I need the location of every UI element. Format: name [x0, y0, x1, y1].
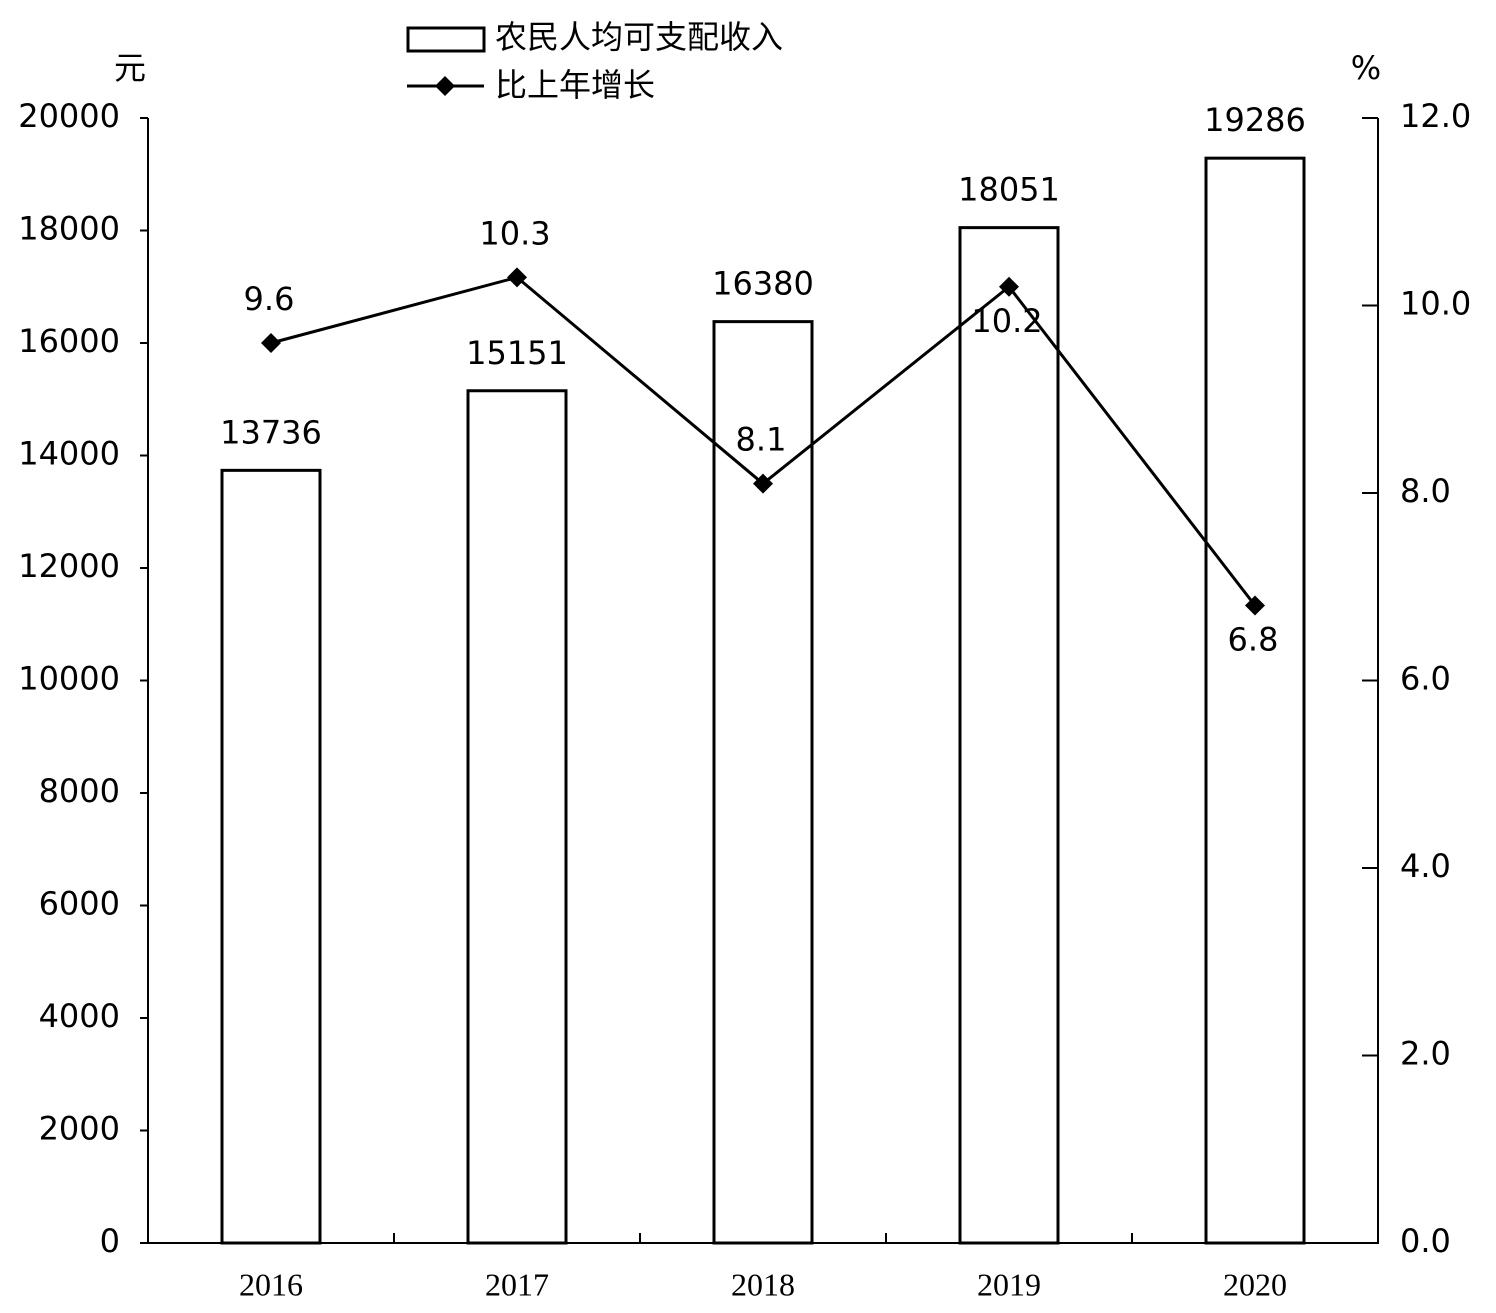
legend-marker	[435, 76, 455, 96]
bar	[466, 389, 568, 1245]
bar	[220, 468, 322, 1245]
y-tick-label: 0	[100, 1222, 120, 1260]
bar	[1204, 156, 1306, 1245]
y-tick-label: 6000	[39, 885, 120, 923]
bar	[958, 226, 1060, 1245]
legend-bar-swatch	[406, 26, 486, 53]
line-value-label: 9.6	[244, 280, 295, 318]
x-tick-label: 2017	[485, 1266, 549, 1302]
y2-tick-label: 0.0	[1400, 1222, 1451, 1260]
line-value-label: 8.1	[736, 421, 787, 459]
line-marker	[753, 473, 773, 494]
y-tick-label: 2000	[39, 1110, 120, 1148]
y-tick-label: 20000	[18, 97, 120, 135]
legend-label: 比上年增长	[495, 66, 655, 104]
x-tick-label: 2016	[239, 1266, 303, 1302]
line-marker	[507, 267, 527, 288]
y-tick-label: 4000	[39, 997, 120, 1035]
bar-value-label: 19286	[1204, 101, 1306, 139]
bar-value-label: 16380	[712, 265, 814, 303]
y2-unit: %	[1351, 49, 1381, 87]
bar-value-label: 18051	[958, 171, 1060, 209]
y2-tick-label: 8.0	[1400, 472, 1451, 510]
bar-value-label: 13736	[220, 413, 322, 451]
y2-tick-label: 10.0	[1400, 285, 1471, 323]
y-tick-label: 16000	[18, 322, 120, 360]
line-value-label: 6.8	[1228, 621, 1279, 659]
bar	[712, 320, 814, 1245]
y2-tick-label: 6.0	[1400, 660, 1451, 698]
y2-tick-label: 12.0	[1400, 97, 1471, 135]
y-tick-label: 18000	[18, 210, 120, 248]
y2-tick-label: 4.0	[1400, 847, 1451, 885]
line-marker	[261, 333, 281, 353]
y-tick-label: 12000	[18, 547, 120, 585]
y-tick-label: 8000	[39, 772, 120, 810]
line-value-label: 10.2	[971, 302, 1042, 340]
y-tick-label: 10000	[18, 660, 120, 698]
line-marker	[999, 276, 1019, 297]
y-unit: 元	[114, 49, 146, 87]
x-tick-label: 2019	[977, 1266, 1041, 1302]
line-marker	[1245, 595, 1265, 616]
x-tick-label: 2018	[731, 1266, 795, 1302]
y2-tick-label: 2.0	[1400, 1035, 1451, 1073]
line-value-label: 10.3	[479, 214, 550, 252]
y-tick-label: 14000	[18, 435, 120, 473]
legend-label: 农民人均可支配收入	[495, 18, 783, 56]
bar-value-label: 15151	[466, 334, 568, 372]
x-tick-label: 2020	[1223, 1266, 1287, 1302]
